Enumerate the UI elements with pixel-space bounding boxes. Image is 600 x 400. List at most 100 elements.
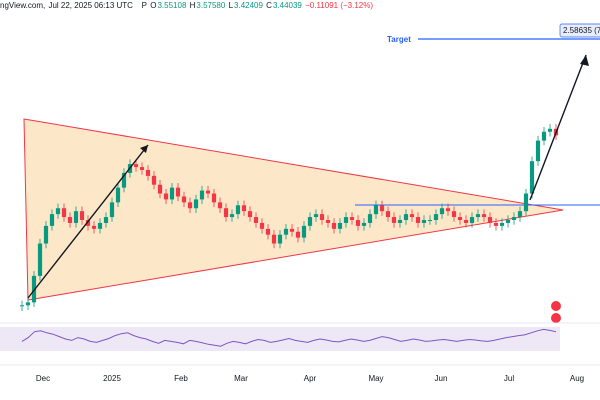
candle-body: [379, 205, 385, 212]
candle-body: [289, 228, 295, 232]
candle-body: [205, 190, 211, 194]
candle-body: [361, 222, 367, 226]
x-tick-label: Jun: [435, 374, 448, 383]
candle-body: [109, 202, 115, 218]
target-label: Target: [387, 35, 411, 44]
candle-body: [541, 131, 547, 141]
candle-body: [391, 217, 397, 223]
candle-body: [427, 220, 433, 221]
candle-body: [463, 220, 469, 223]
candle-body: [337, 222, 343, 229]
candle-body: [223, 208, 229, 218]
x-tick-label: May: [368, 374, 383, 383]
candle-body: [325, 220, 331, 223]
candle-body: [169, 187, 175, 200]
candle-body: [469, 217, 475, 223]
candle-body: [73, 211, 79, 223]
prefix-label: P: [141, 1, 147, 10]
candle-body: [211, 193, 217, 203]
candle-body: [547, 128, 553, 132]
candles-group: [19, 124, 559, 311]
candle-body: [193, 199, 199, 209]
candle-body: [313, 214, 319, 218]
candle-body: [181, 196, 187, 203]
rsi-band: [0, 327, 560, 351]
arrow-up-1: [27, 144, 149, 299]
candle-body: [415, 217, 421, 223]
candle-body: [475, 214, 481, 218]
x-tick-label: Mar: [234, 374, 248, 383]
low-value: 3.42409: [234, 1, 263, 10]
candle-body: [241, 205, 247, 212]
arrow-breakout: [529, 54, 587, 201]
close-value: 3.44039: [272, 1, 302, 10]
candle-body: [319, 214, 325, 220]
date-label: Jul 22, 2025 06:13 UTC: [48, 1, 133, 10]
high-value: 3.57580: [196, 1, 226, 10]
candle-body: [199, 190, 205, 200]
candle-body: [235, 205, 241, 215]
candle-body: [349, 217, 355, 220]
candle-body: [505, 220, 511, 223]
change-value: −0.11091 (−3.12%): [305, 1, 374, 10]
candle-body: [277, 234, 283, 244]
rsi-line: [21, 328, 557, 347]
candle-body: [421, 220, 427, 223]
candle-body: [295, 231, 301, 238]
candle-body: [151, 175, 157, 185]
x-axis-ticks: Dec 2025 Feb Mar Apr May Jun Jul Aug: [36, 374, 584, 383]
candle-body: [163, 193, 169, 200]
candle-body: [499, 222, 505, 226]
candle-body: [79, 211, 85, 220]
close-label: C: [266, 1, 272, 10]
candle-body: [217, 202, 223, 209]
candle-body: [433, 214, 439, 220]
candle-body: [301, 225, 307, 238]
open-label: O: [150, 1, 157, 10]
candle-body: [487, 217, 493, 223]
candle-body: [493, 222, 499, 226]
candle-body: [31, 275, 37, 303]
candle-body: [283, 228, 289, 235]
candle-body: [103, 217, 109, 223]
candle-body: [511, 217, 517, 220]
candle-body: [517, 211, 523, 218]
low-label: L: [228, 1, 234, 10]
candle-body: [55, 208, 61, 215]
candle-body: [229, 214, 235, 218]
candle-body: [187, 202, 193, 209]
candle-body: [367, 214, 373, 223]
candle-body: [355, 220, 361, 226]
candle-body: [121, 172, 127, 188]
candle-body: [175, 187, 181, 197]
candle-body: [439, 208, 445, 215]
candle-body: [385, 211, 391, 218]
event-icon-1: [551, 301, 561, 311]
candle-body: [61, 208, 67, 218]
x-tick-label: Jul: [504, 374, 514, 383]
candle-body: [397, 220, 403, 223]
candle-body: [25, 302, 31, 306]
candle-body: [343, 217, 349, 223]
candle-body: [133, 164, 139, 168]
candle-body: [19, 305, 25, 307]
x-tick-label: Aug: [570, 374, 584, 383]
arrow-head-1: [140, 145, 148, 153]
candle-body: [247, 211, 253, 218]
candle-body: [529, 161, 535, 194]
target-price-tag: [559, 23, 600, 38]
candle-body: [97, 222, 103, 229]
chart-header: ngView.com, Jul 22, 2025 06:13 UTC P O3.…: [0, 0, 600, 14]
trend-arrows: [27, 54, 587, 299]
candle-body: [259, 222, 265, 229]
candle-body: [67, 217, 73, 223]
target-price-text: 2.58635 (74.: [563, 26, 600, 35]
candle-body: [481, 214, 487, 218]
arrow-head-2: [580, 55, 589, 66]
x-tick-label: Apr: [304, 374, 317, 383]
candle-body: [253, 217, 259, 223]
event-icon-2: [551, 313, 561, 323]
candle-body: [265, 228, 271, 235]
candle-body: [115, 187, 121, 203]
